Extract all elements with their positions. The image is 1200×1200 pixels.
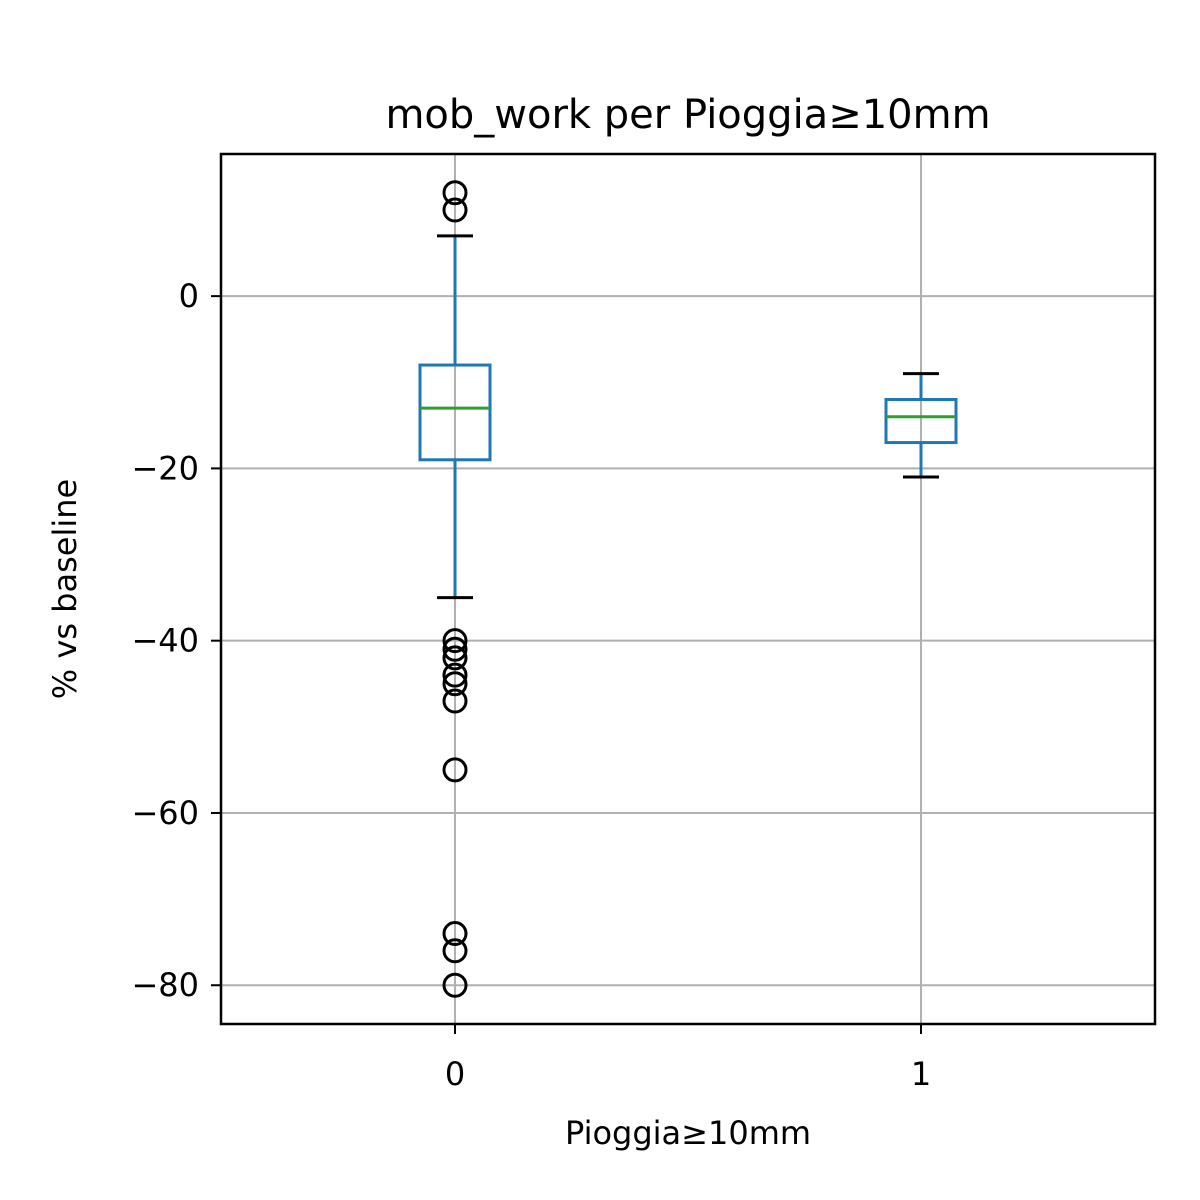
box-group-1 — [884, 372, 958, 479]
x-tick-label: 1 — [911, 1055, 931, 1093]
y-tick-label: −40 — [131, 622, 199, 660]
axis-ticks: 0 −20 −40 −60 −80 0 1 — [131, 277, 931, 1093]
outlier-point — [442, 671, 468, 697]
box-group-0 — [418, 180, 492, 998]
chart-title: mob_work per Pioggia≥10mm — [385, 92, 990, 138]
outlier-point — [442, 662, 468, 688]
outlier-point — [442, 180, 468, 206]
x-tick-label: 0 — [445, 1055, 465, 1093]
outlier-point — [442, 921, 468, 947]
y-tick-label: −20 — [131, 449, 199, 487]
iqr-box — [884, 397, 958, 445]
outlier-point — [442, 688, 468, 714]
outlier-point — [442, 645, 468, 671]
axes-frame — [219, 152, 1157, 1026]
outlier-point — [442, 938, 468, 964]
outlier-point — [442, 636, 468, 662]
y-tick-label: −60 — [131, 794, 199, 832]
x-axis-label: Pioggia≥10mm — [565, 1114, 811, 1152]
y-tick-label: 0 — [179, 277, 199, 315]
outlier-point — [442, 972, 468, 998]
outlier-point — [442, 757, 468, 783]
y-tick-label: −80 — [131, 966, 199, 1004]
plot-area — [418, 180, 958, 998]
y-axis-label: % vs baseline — [46, 479, 84, 699]
iqr-box — [418, 363, 492, 462]
outlier-point — [442, 197, 468, 223]
outlier-point — [442, 628, 468, 654]
